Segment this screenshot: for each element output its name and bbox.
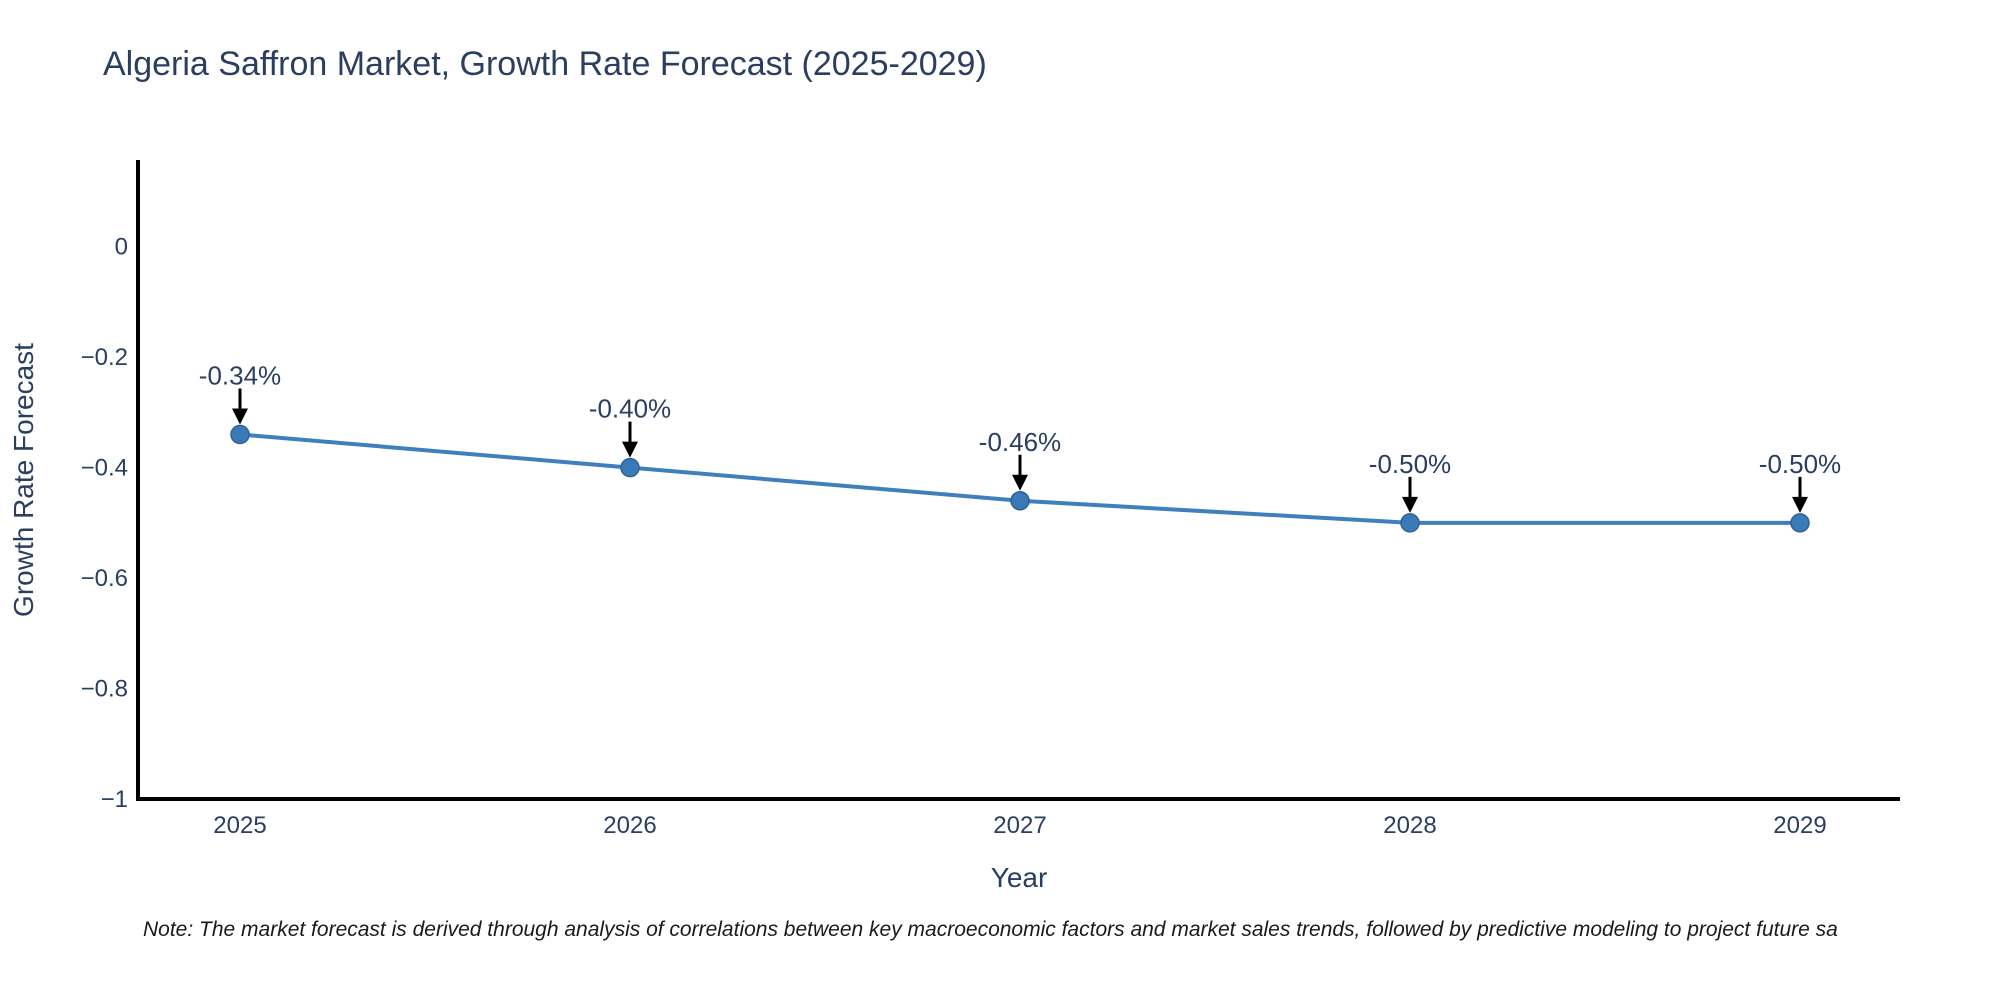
x-tick-label: 2025 [213, 812, 266, 839]
annotation-arrow-head [1402, 496, 1418, 513]
annotation-arrow-head [232, 408, 248, 425]
x-tick-label: 2026 [603, 812, 656, 839]
data-point-marker-2029 [1790, 513, 1810, 533]
y-tick-label: −0.4 [81, 455, 128, 482]
annotation-label: -0.50% [1369, 449, 1451, 479]
data-point-marker-2027 [1010, 491, 1030, 511]
y-tick-label: −0.2 [81, 344, 128, 371]
y-tick-label: −1 [101, 786, 128, 813]
x-tick-label: 2029 [1773, 812, 1826, 839]
chart-title: Algeria Saffron Market, Growth Rate Fore… [103, 45, 987, 83]
annotation-arrow-head [1792, 496, 1808, 513]
footnote: Note: The market forecast is derived thr… [143, 918, 1838, 941]
y-tick-label: −0.6 [81, 565, 128, 592]
y-tick-label: 0 [115, 234, 128, 261]
annotation-label: -0.50% [1759, 449, 1841, 479]
x-tick-label: 2028 [1383, 812, 1436, 839]
data-point-marker-2025 [230, 424, 250, 445]
annotation-arrow-head [622, 441, 638, 458]
x-tick-label: 2027 [993, 812, 1046, 839]
annotation-arrow-head [1012, 474, 1028, 491]
data-point-marker-2028 [1400, 513, 1420, 533]
annotation-label: -0.34% [199, 360, 281, 390]
annotation-label: -0.46% [979, 427, 1061, 457]
x-axis-title: Year [990, 862, 1048, 893]
annotation-label: -0.40% [589, 394, 671, 424]
data-point-marker-2026 [620, 457, 640, 478]
y-tick-label: −0.8 [81, 676, 128, 703]
